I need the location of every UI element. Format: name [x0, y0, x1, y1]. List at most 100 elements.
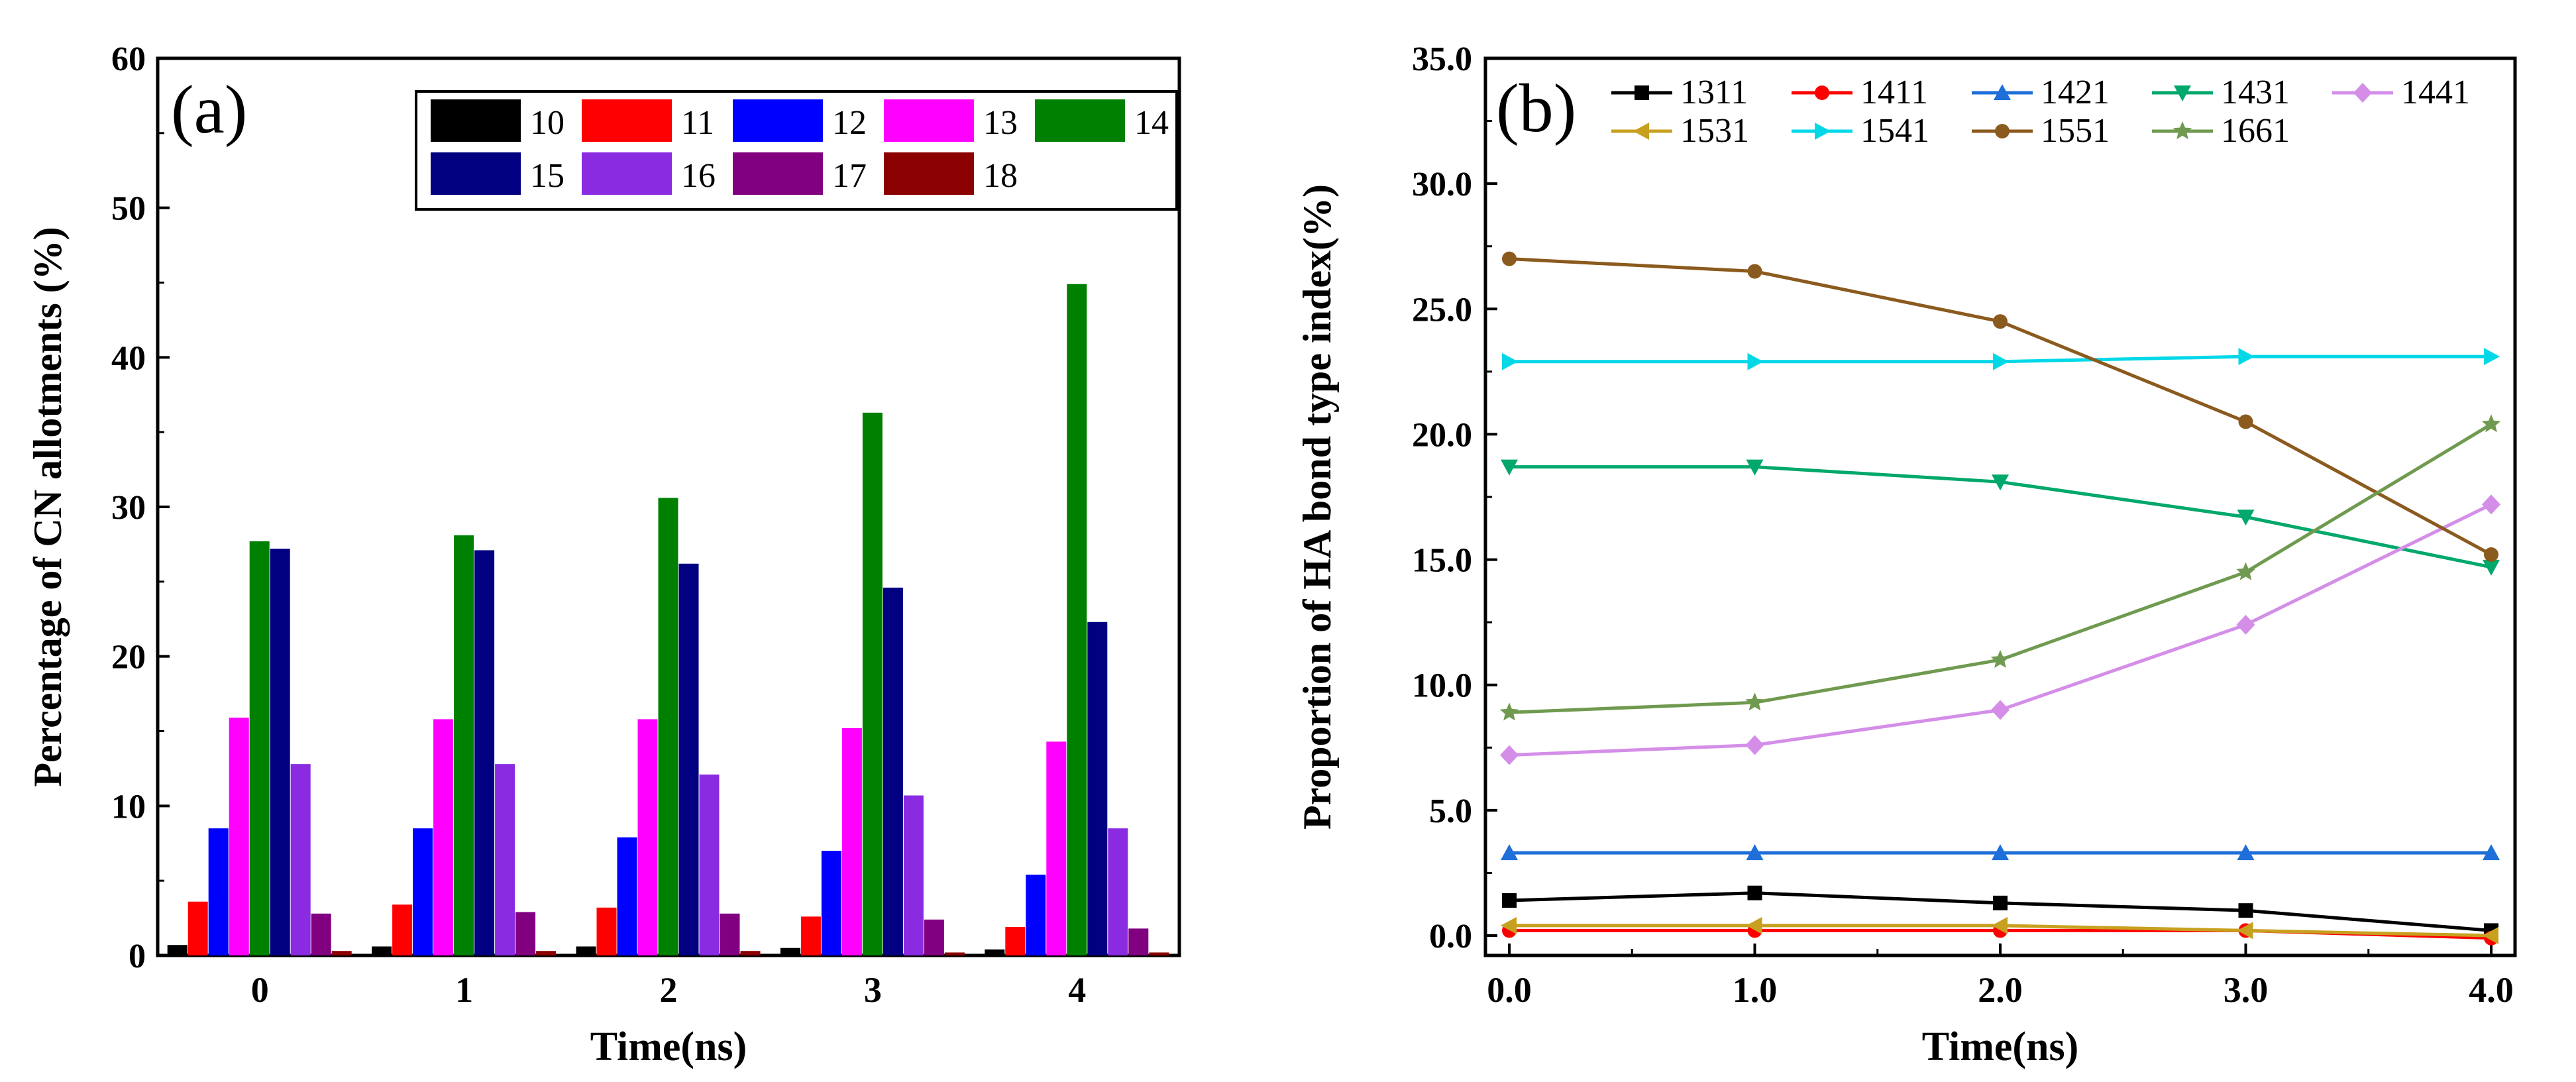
panel-b-label: (b) [1496, 70, 1576, 146]
bar-18-t3 [944, 952, 965, 955]
bar-13-t4 [1046, 741, 1067, 955]
panel-b-y-tick-label: 25.0 [1412, 291, 1472, 329]
bar-18-t0 [331, 951, 352, 955]
panel-a-x-tick-label: 0 [251, 970, 269, 1010]
bar-10-t3 [780, 947, 800, 955]
bar-10-t1 [372, 946, 392, 955]
panel-b-y-tick-label: 35.0 [1412, 40, 1472, 78]
panel-b-y-axis-label: Proportion of HA bond type index(%) [1295, 184, 1339, 830]
legend-swatch-11 [582, 99, 672, 142]
panel-b-y-tick-label: 10.0 [1412, 667, 1472, 705]
legend-label-15: 15 [530, 157, 564, 195]
bar-17-t3 [924, 919, 944, 955]
bar-12-t2 [617, 837, 637, 955]
point-1661-t3 [2236, 562, 2255, 580]
bar-13-t1 [433, 719, 454, 955]
legend-label-11: 11 [681, 104, 714, 142]
legend-label-18: 18 [983, 157, 1018, 195]
point-1431-t3 [2237, 510, 2255, 526]
point-1551-t3 [2238, 414, 2253, 429]
legend-marker-1541 [1815, 123, 1831, 140]
bar-17-t4 [1128, 928, 1149, 955]
legend-swatch-13 [884, 99, 974, 142]
point-1531-t2 [1992, 916, 2008, 934]
legend-swatch-18 [884, 152, 974, 195]
bar-17-t1 [515, 912, 536, 955]
legend-label-12: 12 [832, 104, 867, 142]
point-1431-t1 [1746, 459, 1764, 476]
bar-15-t3 [883, 587, 903, 955]
point-1661-t1 [1745, 692, 1764, 711]
legend-label-10: 10 [530, 104, 564, 142]
bar-15-t1 [474, 550, 495, 955]
panel-b-plot-frame [1483, 56, 2517, 957]
legend-marker-1551 [1995, 124, 2010, 138]
legend-label-1411: 1411 [1860, 74, 1928, 111]
bar-18-t2 [740, 951, 761, 955]
point-1441-t0 [1500, 745, 1519, 765]
panel-b-x-axis-label: Time(ns) [1922, 1024, 2079, 1069]
point-1421-t2 [1992, 844, 2009, 861]
bar-11-t3 [800, 916, 821, 955]
legend-swatch-15 [431, 152, 521, 195]
panel-a-y-tick-label: 30 [111, 489, 146, 527]
panel-b-x-tick-label: 1.0 [1733, 970, 1778, 1010]
bar-16-t2 [699, 774, 720, 955]
legend-marker-1531 [1633, 123, 1649, 140]
legend-swatch-17 [733, 152, 823, 195]
point-1441-t4 [2482, 494, 2500, 515]
bar-16-t4 [1108, 828, 1128, 955]
point-1661-t4 [2481, 414, 2501, 433]
point-1311-t3 [2238, 903, 2253, 918]
panel-b-x-tick-label: 4.0 [2469, 970, 2514, 1010]
panel-a-x-tick-label: 3 [864, 970, 882, 1010]
legend-label-1311: 1311 [1680, 74, 1748, 111]
legend-label-1421: 1421 [2041, 74, 2110, 111]
series-1441 [1500, 494, 2500, 765]
bar-10-t2 [576, 946, 596, 955]
legend-label-1531: 1531 [1680, 112, 1749, 150]
legend-swatch-16 [582, 152, 672, 195]
series-1311 [1502, 885, 2498, 938]
point-1531-t4 [2483, 927, 2498, 944]
point-1541-t2 [1993, 352, 2009, 370]
bar-14-t3 [862, 412, 883, 955]
point-1421-t3 [2237, 844, 2255, 861]
point-1541-t1 [1747, 352, 1764, 370]
bar-18-t1 [536, 951, 557, 955]
point-1541-t0 [1502, 352, 1518, 370]
point-1551-t0 [1502, 251, 1517, 266]
panel-b-y-tick-label: 15.0 [1412, 542, 1472, 580]
panel-b-y-tick-label: 20.0 [1412, 416, 1472, 454]
bar-14-t1 [454, 535, 474, 955]
legend-label-1431: 1431 [2221, 74, 2290, 111]
legend-marker-1411 [1815, 85, 1829, 100]
legend-marker-1441 [2353, 83, 2372, 103]
bar-13-t0 [229, 718, 249, 955]
panel-a-x-tick-label: 1 [455, 970, 473, 1010]
bar-15-t2 [678, 563, 699, 955]
series-1431 [1501, 459, 2500, 576]
panel-b-y-tick-label: 30.0 [1412, 166, 1472, 203]
point-1541-t3 [2238, 348, 2255, 366]
legend-label-1441: 1441 [2401, 74, 2470, 111]
panel-a-label: (a) [171, 72, 247, 148]
series-1541 [1502, 348, 2500, 370]
bar-13-t3 [841, 728, 862, 955]
bar-11-t0 [188, 901, 208, 955]
series-1421 [1501, 844, 2500, 861]
series-1661 [1499, 414, 2501, 721]
panel-b-y-tick-label: 0.0 [1429, 918, 1472, 955]
legend-marker-1311 [1635, 85, 1649, 100]
bar-11-t1 [392, 904, 413, 955]
series-1531 [1501, 916, 2498, 944]
point-1661-t2 [1990, 649, 2010, 669]
point-1541-t4 [2484, 348, 2500, 366]
point-1531-t3 [2237, 922, 2253, 940]
bar-18-t4 [1149, 952, 1169, 955]
bar-17-t0 [311, 913, 331, 955]
legend-marker-1421 [1994, 84, 2011, 100]
bar-10-t0 [167, 945, 188, 955]
panel-b-x-tick-label: 2.0 [1978, 970, 2023, 1010]
